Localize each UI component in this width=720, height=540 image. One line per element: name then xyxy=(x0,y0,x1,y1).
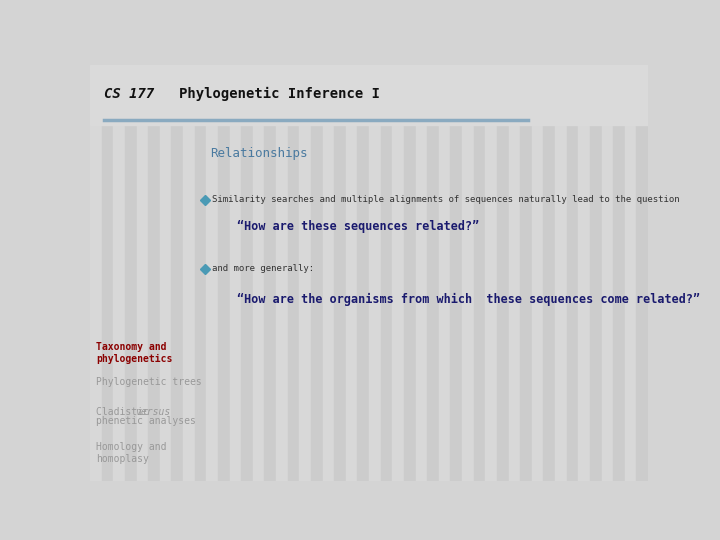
Bar xyxy=(183,65,194,481)
Bar xyxy=(520,65,532,481)
Text: CS 177: CS 177 xyxy=(104,87,154,101)
Text: Taxonomy and
phylogenetics: Taxonomy and phylogenetics xyxy=(96,342,173,363)
Bar xyxy=(369,65,381,481)
Text: “How are the organisms from which  these sequences come related?”: “How are the organisms from which these … xyxy=(238,293,701,306)
Bar xyxy=(567,65,578,481)
Text: “How are these sequences related?”: “How are these sequences related?” xyxy=(238,220,480,233)
Bar xyxy=(194,65,206,481)
Bar xyxy=(438,65,451,481)
Bar xyxy=(381,65,392,481)
Bar xyxy=(206,65,218,481)
Bar xyxy=(578,65,590,481)
Bar xyxy=(137,65,148,481)
Bar xyxy=(160,65,171,481)
Bar xyxy=(113,65,125,481)
Bar xyxy=(102,65,113,481)
Bar xyxy=(601,65,613,481)
Bar xyxy=(485,65,497,481)
Bar xyxy=(300,65,311,481)
Bar xyxy=(323,65,334,481)
Bar xyxy=(532,65,544,481)
Text: Phylogenetic trees: Phylogenetic trees xyxy=(96,377,202,387)
Bar xyxy=(392,65,404,481)
Bar xyxy=(474,65,485,481)
Bar xyxy=(264,65,276,481)
Bar xyxy=(148,65,160,481)
Bar xyxy=(125,65,137,481)
Text: Phylogenetic Inference I: Phylogenetic Inference I xyxy=(179,87,380,101)
Bar xyxy=(171,65,183,481)
Text: Relationships: Relationships xyxy=(210,147,307,160)
Bar xyxy=(415,65,427,481)
Text: Homology and
homoplasy: Homology and homoplasy xyxy=(96,442,167,464)
Bar xyxy=(90,65,102,481)
Bar xyxy=(636,65,648,481)
Text: and more generally:: and more generally: xyxy=(212,265,315,273)
Bar xyxy=(218,65,230,481)
Bar xyxy=(544,65,555,481)
Bar xyxy=(625,65,636,481)
Text: Cladistic: Cladistic xyxy=(96,408,155,417)
Bar xyxy=(497,65,508,481)
Text: phenetic analyses: phenetic analyses xyxy=(96,416,196,426)
Bar xyxy=(287,65,300,481)
Text: Similarity searches and multiple alignments of sequences naturally lead to the q: Similarity searches and multiple alignme… xyxy=(212,195,680,204)
Bar xyxy=(613,65,625,481)
Bar xyxy=(555,65,567,481)
Bar xyxy=(508,65,520,481)
Bar xyxy=(346,65,357,481)
Bar xyxy=(230,65,241,481)
Bar xyxy=(451,65,462,481)
Bar xyxy=(357,65,369,481)
Text: versus: versus xyxy=(135,408,170,417)
Bar xyxy=(590,65,601,481)
Bar xyxy=(276,65,287,481)
Bar xyxy=(462,65,474,481)
Bar xyxy=(404,65,415,481)
Bar xyxy=(334,65,346,481)
Bar xyxy=(241,65,253,481)
Bar xyxy=(253,65,264,481)
Bar xyxy=(311,65,323,481)
Bar xyxy=(90,65,648,125)
Bar xyxy=(427,65,438,481)
